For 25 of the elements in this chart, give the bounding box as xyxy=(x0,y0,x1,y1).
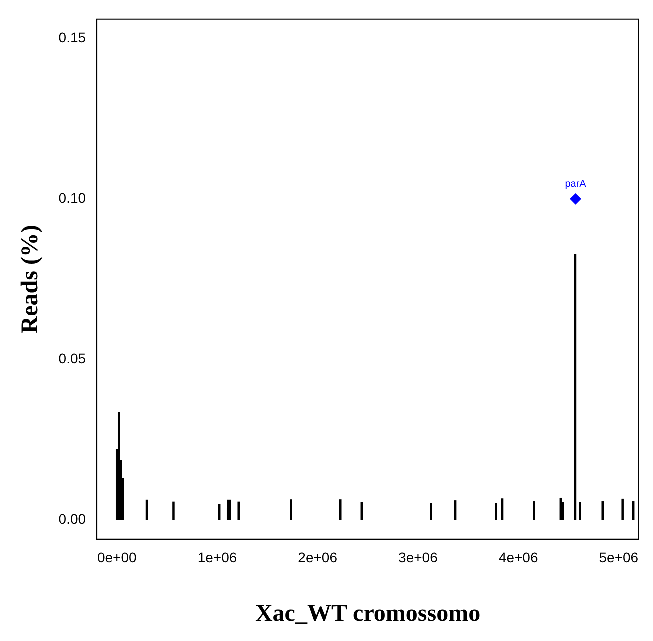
x-tick-label: 2e+06 xyxy=(298,550,338,566)
bar xyxy=(172,502,175,520)
bar xyxy=(602,502,604,520)
series-label: parA xyxy=(565,178,587,190)
x-tick-label: 3e+06 xyxy=(398,550,438,566)
y-tick-label: 0.00 xyxy=(58,511,86,527)
bar xyxy=(430,503,432,520)
bar xyxy=(290,500,292,520)
y-tick-label: 0.10 xyxy=(58,190,86,206)
y-tick-label: 0.15 xyxy=(58,30,86,46)
y-axis-title: Reads (%) xyxy=(18,225,44,334)
bar xyxy=(533,502,536,520)
bar xyxy=(238,502,240,520)
y-tick-label: 0.05 xyxy=(58,350,86,367)
bar xyxy=(339,500,342,520)
x-tick-label: 4e+06 xyxy=(498,550,538,566)
bar xyxy=(118,412,120,520)
bar xyxy=(562,502,564,520)
x-tick-label: 5e+06 xyxy=(599,550,639,566)
x-tick-label: 0e+00 xyxy=(97,550,137,566)
bar xyxy=(622,498,624,520)
bar xyxy=(579,502,582,520)
x-tick-label: 1e+06 xyxy=(198,550,238,566)
x-axis-title: Xac_WT cromossomo xyxy=(255,600,481,627)
bar xyxy=(495,503,498,520)
